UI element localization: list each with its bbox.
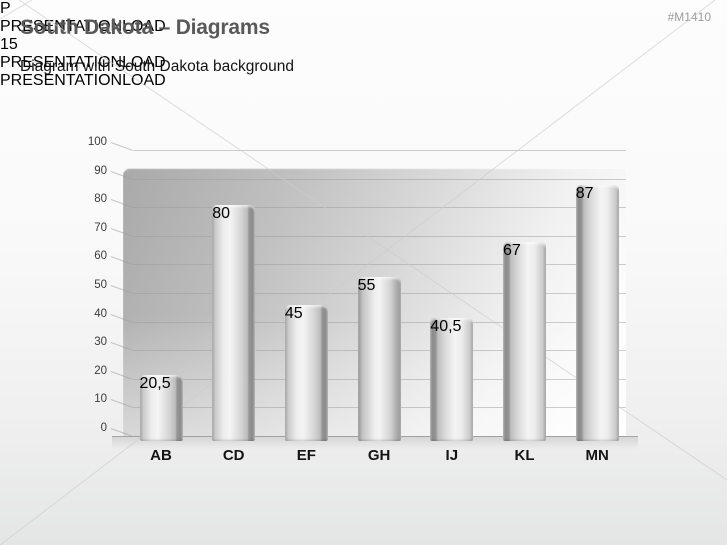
bar-value-label: 80 <box>212 205 230 223</box>
bar-value-label: 55 <box>357 276 376 294</box>
gridline <box>133 207 626 209</box>
x-axis-category-label: MN <box>585 447 609 464</box>
bar-value-label: 67 <box>503 242 521 260</box>
y-axis-tick-label: 20 <box>94 364 107 377</box>
bar-value-label: 45 <box>284 305 303 323</box>
x-axis-category-label: KL <box>514 447 535 464</box>
gridline <box>133 264 626 266</box>
y-axis-tick-label: 80 <box>94 193 107 206</box>
y-axis-tick-label: 90 <box>94 164 107 177</box>
bar-value-label: 40,5 <box>430 318 462 336</box>
y-axis-tick-label: 10 <box>94 393 107 406</box>
gridline <box>133 235 626 237</box>
bar-ef: 45 <box>284 305 328 441</box>
x-axis-category-label: EF <box>296 447 316 464</box>
y-axis-tick-label: 60 <box>94 250 107 263</box>
x-axis-category-label: GH <box>367 447 391 464</box>
y-axis-tick-label: 0 <box>100 422 107 434</box>
gridline-lead-tick <box>110 142 133 151</box>
y-axis-tick-label: 70 <box>94 221 107 234</box>
bar-ab: 20,5 <box>139 375 183 441</box>
bar-mn: 87 <box>575 185 619 441</box>
y-axis-tick-label: 100 <box>87 136 107 148</box>
bar-value-label: 87 <box>575 185 594 203</box>
y-axis-tick-label: 50 <box>94 279 107 291</box>
bar-value-label: 20,5 <box>139 375 171 393</box>
x-axis-category-label: AB <box>150 447 172 464</box>
bar-kl: 67 <box>503 242 546 441</box>
bar-gh: 55 <box>357 276 401 441</box>
bar-cd: 80 <box>212 205 256 441</box>
x-axis-category-label: CD <box>222 447 245 464</box>
y-axis-tick-label: 40 <box>94 307 107 320</box>
gridline <box>133 178 626 180</box>
gridline <box>133 150 626 151</box>
bar-ij: 40,5 <box>430 318 474 441</box>
bar-chart: 0 10 20 30 40 50 60 70 80 90 100 20,5 AB 80 CD 45 EF 55 GH… <box>87 136 638 464</box>
y-axis-tick-label: 30 <box>94 336 107 349</box>
x-axis-category-label: IJ <box>445 447 459 464</box>
